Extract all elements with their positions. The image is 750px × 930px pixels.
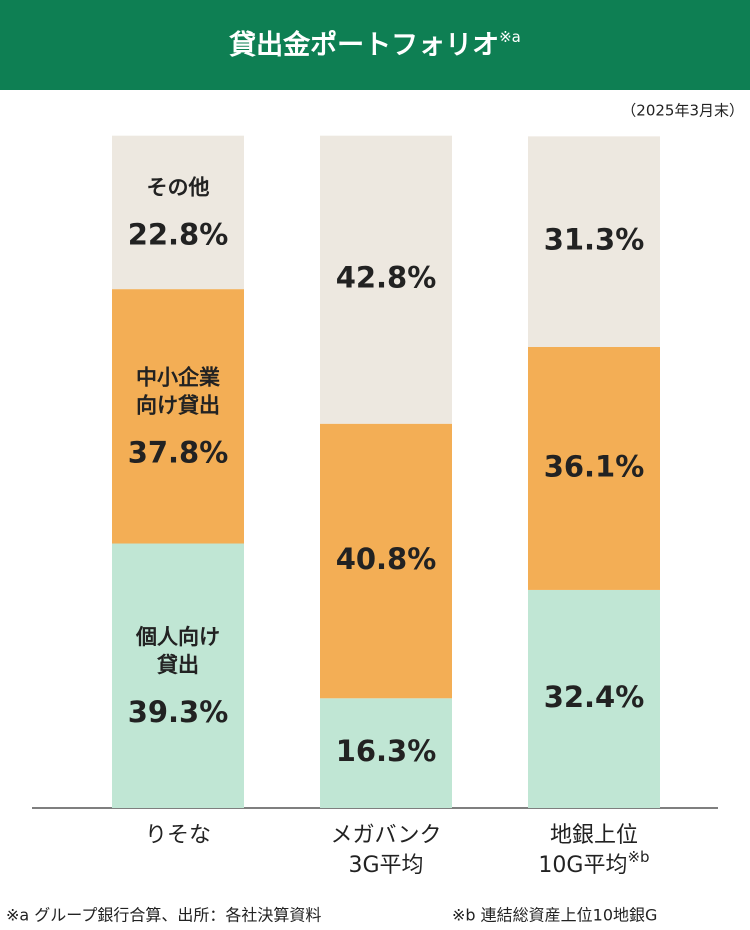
x-tick-label: メガバンク: [330, 823, 441, 848]
category-line: メガバンク: [330, 823, 441, 848]
bar-segment: [112, 543, 244, 808]
header-bar: [0, 0, 750, 90]
subtitle: （2025年3月末）: [621, 102, 744, 120]
series-name: 個人向け: [135, 625, 220, 649]
bar-segment: [320, 423, 452, 699]
series-name: 中小企業: [136, 365, 221, 389]
title-note: ※a: [499, 28, 521, 46]
value-label: 31.3%: [544, 223, 645, 257]
footnote: ※b 連結総資産上位10地銀G: [452, 906, 657, 925]
bar-segment: [528, 346, 660, 590]
bar-segment: [320, 135, 452, 424]
category-note: ※b: [627, 848, 649, 866]
value-label: 32.4%: [544, 680, 645, 714]
bar-segment: [112, 289, 244, 544]
value-label: 16.3%: [336, 734, 437, 768]
value-label: 42.8%: [336, 261, 437, 295]
bar-segment: [112, 135, 244, 290]
value-label: 39.3%: [128, 695, 229, 729]
category-line: 地銀上位: [550, 823, 638, 848]
x-tick-label: 10G平均※b: [538, 848, 649, 879]
category-line: 10G平均: [538, 853, 627, 878]
chart-title: 貸出金ポートフォリオ※a: [229, 28, 521, 61]
bar-segment: [528, 589, 660, 808]
value-label: 37.8%: [128, 435, 229, 469]
series-name: その他: [147, 175, 210, 199]
category-line: りそな: [145, 823, 211, 848]
value-label: 40.8%: [336, 542, 437, 576]
series-name: 貸出: [156, 653, 199, 677]
bar-segment: [320, 698, 452, 808]
series-name: 向け貸出: [136, 393, 220, 417]
value-label: 36.1%: [544, 449, 645, 483]
title-text: 貸出金ポートフォリオ: [229, 29, 499, 61]
value-label: 22.8%: [128, 217, 229, 251]
x-tick-label: 地銀上位: [550, 823, 638, 848]
category-line: 3G平均: [348, 853, 423, 878]
x-tick-label: 3G平均: [348, 853, 423, 878]
x-tick-label: りそな: [145, 823, 211, 848]
footnote: ※a グループ銀行合算、出所：各社決算資料: [6, 906, 321, 925]
bar-segment: [528, 136, 660, 347]
